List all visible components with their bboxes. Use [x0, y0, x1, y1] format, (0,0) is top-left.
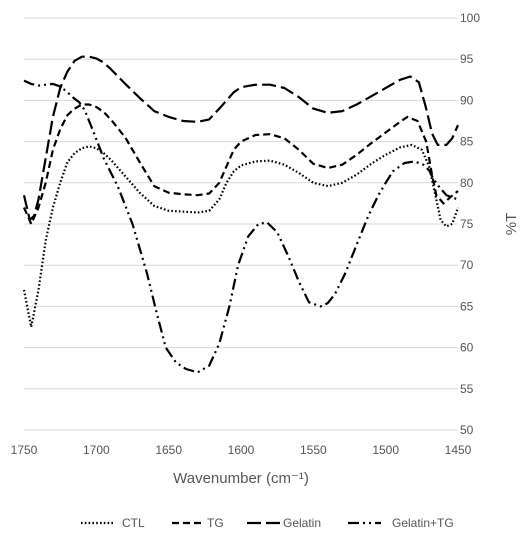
y-tick-label-85: 85: [460, 135, 474, 149]
series-line-ctl: [22, 143, 460, 329]
y-tick-label-70: 70: [460, 258, 474, 272]
x-tick-label-1750: 1750: [11, 443, 38, 457]
legend-label-ctl: CTL: [122, 516, 145, 530]
x-tick-label-1500: 1500: [372, 443, 399, 457]
series-line-gelatin: [22, 55, 460, 221]
legend-label-gelatin-tg: Gelatin+TG: [392, 516, 454, 530]
x-tick-label-1650: 1650: [155, 443, 182, 457]
x-tick-labels: 1750 1700 1650 1600 1550 1500 1450: [11, 443, 472, 457]
legend: CTL TG Gelatin Gelatin+TG: [81, 516, 454, 530]
y-tick-label-95: 95: [460, 52, 474, 66]
series-lines: [22, 55, 460, 374]
y-tick-label-75: 75: [460, 217, 474, 231]
x-tick-label-1600: 1600: [228, 443, 255, 457]
y-tick-label-60: 60: [460, 341, 474, 355]
legend-label-gelatin: Gelatin: [283, 516, 321, 530]
series-line-tg: [22, 103, 459, 226]
y-tick-label-100: 100: [460, 11, 480, 25]
y-tick-label-80: 80: [460, 176, 474, 190]
y-tick-label-65: 65: [460, 299, 474, 313]
y-tick-label-55: 55: [460, 382, 474, 396]
x-tick-label-1450: 1450: [445, 443, 472, 457]
x-tick-label-1700: 1700: [83, 443, 110, 457]
x-tick-label-1550: 1550: [300, 443, 327, 457]
y-tick-label-90: 90: [460, 93, 474, 107]
y-tick-label-50: 50: [460, 423, 474, 437]
series-line-gelatin-tg: [23, 79, 459, 374]
x-axis-title: Wavenumber (cm⁻¹): [173, 470, 309, 487]
grid-lines: [24, 17, 458, 390]
legend-label-tg: TG: [207, 516, 224, 530]
y-tick-labels: 50 55 60 65 70 75 80 85 90 95 100: [460, 11, 480, 437]
y-axis-title: %T: [503, 213, 520, 236]
